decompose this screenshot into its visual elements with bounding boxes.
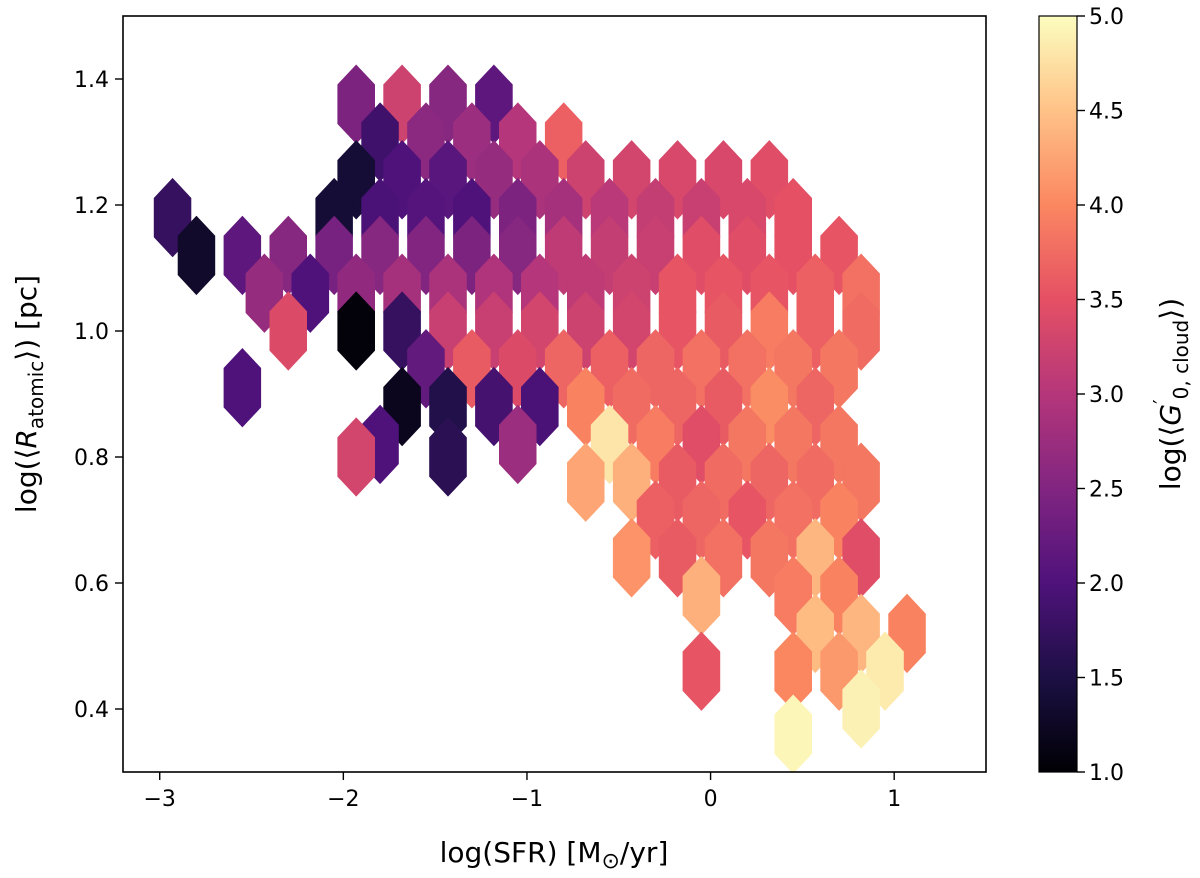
x-tick-label: 0	[704, 787, 718, 812]
colorbar-tick-label: 3.0	[1089, 383, 1124, 408]
y-axis-label: log(⟨Ratomic⟩) [pc]	[10, 275, 48, 513]
hexbin-cell	[498, 404, 537, 485]
colorbar-tick-label: 2.5	[1089, 478, 1124, 503]
hexbin-cell	[612, 518, 651, 598]
hexbin-cells	[153, 64, 926, 772]
colorbar-tick-label: 4.5	[1089, 100, 1124, 125]
y-tick-label: 0.8	[74, 446, 109, 471]
x-axis-label: log(SFR) [M⊙/yr]	[440, 836, 669, 874]
x-tick-label: 1	[887, 787, 901, 812]
colorbar-label: log(⟨G′0, cloud⟩)	[1149, 298, 1193, 490]
hexbin-cell	[269, 291, 308, 371]
y-tick-label: 1.0	[74, 320, 109, 345]
hexbin-cell	[337, 291, 376, 371]
y-tick-label: 1.2	[74, 194, 109, 219]
hexbin-cell	[682, 631, 721, 711]
plot-frame	[122, 15, 987, 773]
colorbar-tick-label: 5.0	[1089, 5, 1124, 30]
y-tick-label: 1.4	[74, 68, 109, 93]
hexbin-cell	[567, 442, 605, 522]
hexbin-cell	[177, 215, 216, 296]
colorbar-tick-label: 1.0	[1089, 761, 1124, 786]
colorbar-tick-label: 2.0	[1089, 572, 1124, 597]
x-tick-label: −1	[511, 787, 543, 812]
colorbar	[1038, 15, 1078, 773]
y-tick-label: 0.6	[74, 572, 109, 597]
hexbin-cell	[223, 348, 262, 428]
hexbin-cell	[429, 417, 467, 497]
hexbin-cell	[337, 417, 376, 497]
hexbin-cell	[774, 694, 812, 772]
y-tick-label: 0.4	[74, 698, 109, 723]
colorbar-tick-label: 1.5	[1089, 667, 1124, 692]
x-tick-label: −2	[327, 787, 359, 812]
x-axis: −3 −2 −1 0 1	[144, 772, 901, 812]
x-tick-label: −3	[144, 787, 176, 812]
colorbar-tick-label: 3.5	[1089, 289, 1124, 314]
colorbar-tick-label: 4.0	[1089, 194, 1124, 219]
colorbar-axis: 1.0 1.5 2.0 2.5 3.0 3.5 4.0 4.5 5.0	[1077, 5, 1124, 786]
hexbin-cell	[842, 669, 880, 749]
y-axis: 0.4 0.6 0.8 1.0 1.2 1.4	[74, 68, 123, 723]
